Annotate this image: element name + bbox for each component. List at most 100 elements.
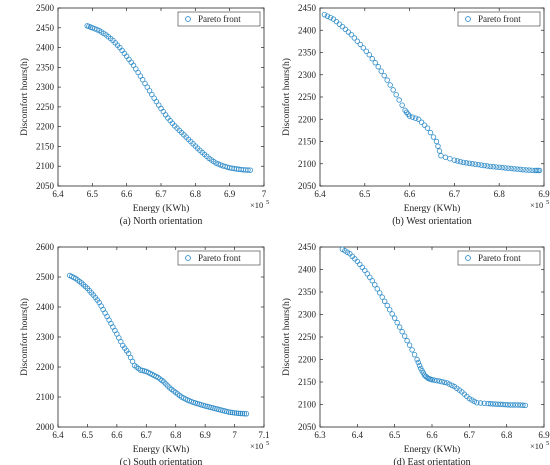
data-point	[505, 165, 511, 171]
data-point	[384, 77, 390, 83]
series-pareto-front	[84, 23, 253, 173]
y-tick-label: 2000	[36, 422, 55, 432]
y-tick-label: 2350	[298, 287, 317, 297]
panel-caption: (c) South orientation	[120, 457, 203, 465]
data-point	[446, 381, 453, 387]
data-point	[357, 41, 364, 48]
legend-label: Pareto front	[198, 14, 241, 24]
data-point	[466, 160, 473, 167]
chart-panel-4: 6.3 6.4 6.5 6.6 6.7 6.8 6.9 2050 2100 2150 2200 225…	[281, 242, 550, 465]
data-point	[342, 26, 349, 33]
data-point	[390, 87, 396, 93]
panel-caption: (d) East orientation	[393, 457, 470, 465]
data-point	[227, 409, 234, 415]
data-point	[421, 122, 428, 128]
x-axis-label: Energy (KWh)	[404, 444, 461, 455]
x-tick-label: 6.5	[87, 189, 99, 199]
data-point	[396, 324, 403, 330]
data-point	[434, 377, 440, 384]
x-tick-label: 7	[232, 430, 237, 440]
data-point	[522, 402, 529, 409]
panel-caption: (b) West orientation	[392, 216, 472, 227]
y-tick-label: 2300	[298, 70, 317, 80]
data-point	[394, 319, 400, 326]
data-point	[247, 167, 253, 173]
legend-label: Pareto front	[478, 14, 521, 24]
data-point	[404, 337, 410, 344]
data-point	[475, 161, 481, 168]
legend-frame	[457, 11, 541, 27]
y-tick-label: 2450	[298, 3, 317, 13]
panel-caption: (a) North orientation	[120, 216, 203, 227]
y-tick-label: 2350	[298, 48, 317, 58]
y-tick-label: 2400	[298, 25, 317, 35]
data-point	[401, 333, 408, 339]
y-tick-label: 2500	[36, 3, 55, 13]
data-point	[514, 166, 520, 172]
data-point	[369, 278, 375, 284]
data-point	[416, 362, 423, 369]
y-tick-label: 2500	[36, 272, 55, 282]
x-tick-label: 6.6	[426, 430, 438, 440]
y-tick-label: 2200	[298, 355, 317, 365]
y-tick-label: 2150	[36, 141, 55, 151]
data-point	[478, 162, 484, 168]
x-tick-label: 6.8	[190, 189, 202, 199]
legend: Pareto front	[177, 11, 261, 27]
data-point	[382, 298, 388, 304]
x-tick-label: 6.9	[224, 189, 236, 199]
data-point	[460, 159, 467, 166]
data-point	[431, 377, 438, 383]
legend: Pareto front	[457, 11, 541, 27]
data-point	[237, 410, 244, 417]
legend-marker	[465, 255, 471, 261]
y-tick-label: 2400	[36, 302, 55, 312]
series-pareto-front	[321, 11, 543, 174]
x-axis-label: Energy (KWh)	[133, 444, 190, 455]
x-exponent-power: 5	[266, 440, 269, 447]
x-tick-label: 6.9	[538, 430, 550, 440]
data-point	[411, 352, 418, 358]
data-point	[520, 402, 526, 408]
legend-frame	[177, 250, 261, 266]
x-axis-label: Energy (KWh)	[404, 203, 461, 214]
data-point	[447, 156, 453, 162]
data-point	[499, 164, 505, 171]
data-point	[229, 409, 236, 416]
data-point	[439, 379, 445, 385]
legend-frame	[457, 250, 541, 266]
x-tick-label: 6.5	[389, 430, 401, 440]
plot-area-frame	[57, 246, 265, 428]
x-exponent-power: 5	[266, 199, 269, 206]
data-point	[366, 52, 372, 58]
data-point	[393, 92, 399, 98]
data-point	[364, 271, 370, 277]
data-point	[351, 35, 358, 41]
data-point	[158, 105, 164, 112]
data-point	[354, 38, 361, 44]
y-axis-label: Discomfort hours(h)	[19, 298, 30, 376]
data-point	[375, 64, 381, 70]
legend: Pareto front	[457, 250, 541, 266]
data-point	[463, 160, 470, 166]
data-point	[243, 411, 250, 417]
x-tick-label: 6.6	[121, 189, 133, 199]
data-point	[438, 153, 444, 159]
data-point	[399, 102, 405, 108]
data-point	[378, 68, 384, 74]
data-point	[339, 23, 346, 30]
data-point	[379, 294, 385, 300]
data-point	[481, 162, 487, 169]
data-point	[414, 356, 420, 363]
y-axis-label: Discomfort hours(h)	[281, 298, 292, 376]
data-point	[444, 380, 450, 386]
x-exponent-power: 5	[546, 440, 549, 447]
data-point	[372, 282, 378, 288]
data-point	[536, 167, 543, 174]
x-tick-label: 6.7	[464, 430, 476, 440]
legend-marker	[185, 255, 191, 261]
data-point	[360, 45, 367, 51]
data-point	[418, 119, 425, 125]
data-point	[493, 164, 499, 170]
data-point	[449, 382, 455, 388]
